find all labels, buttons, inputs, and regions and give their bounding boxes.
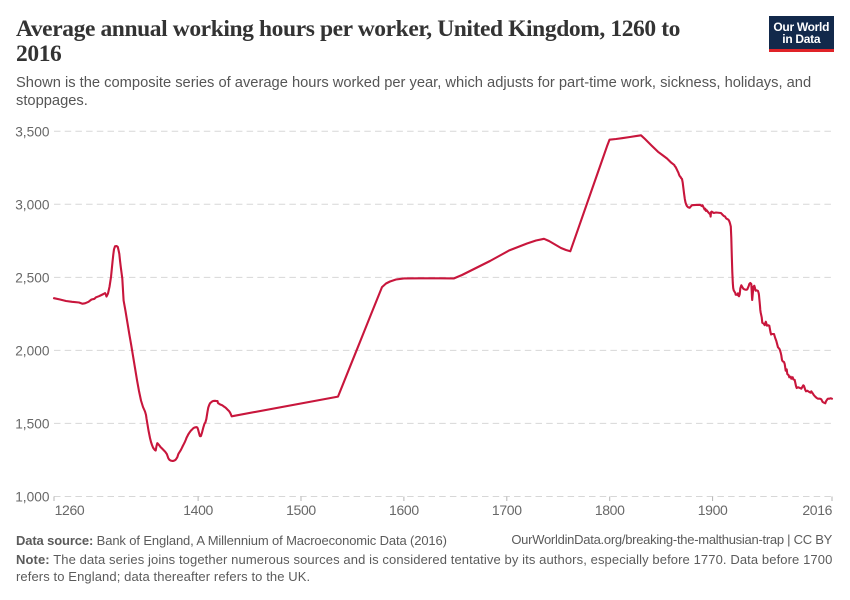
svg-text:1500: 1500 [286, 502, 316, 518]
svg-text:2016: 2016 [802, 502, 832, 518]
svg-text:1400: 1400 [183, 502, 213, 518]
svg-text:3,000: 3,000 [15, 197, 50, 212]
svg-text:2,500: 2,500 [15, 270, 50, 285]
svg-text:1600: 1600 [389, 502, 419, 518]
svg-text:1,500: 1,500 [15, 416, 50, 431]
svg-text:3,500: 3,500 [15, 124, 50, 139]
svg-text:1,000: 1,000 [15, 490, 50, 505]
svg-text:1700: 1700 [492, 502, 522, 518]
svg-text:1260: 1260 [55, 502, 85, 518]
svg-text:2,000: 2,000 [15, 343, 50, 358]
svg-text:1900: 1900 [698, 502, 728, 518]
svg-text:1800: 1800 [595, 502, 625, 518]
